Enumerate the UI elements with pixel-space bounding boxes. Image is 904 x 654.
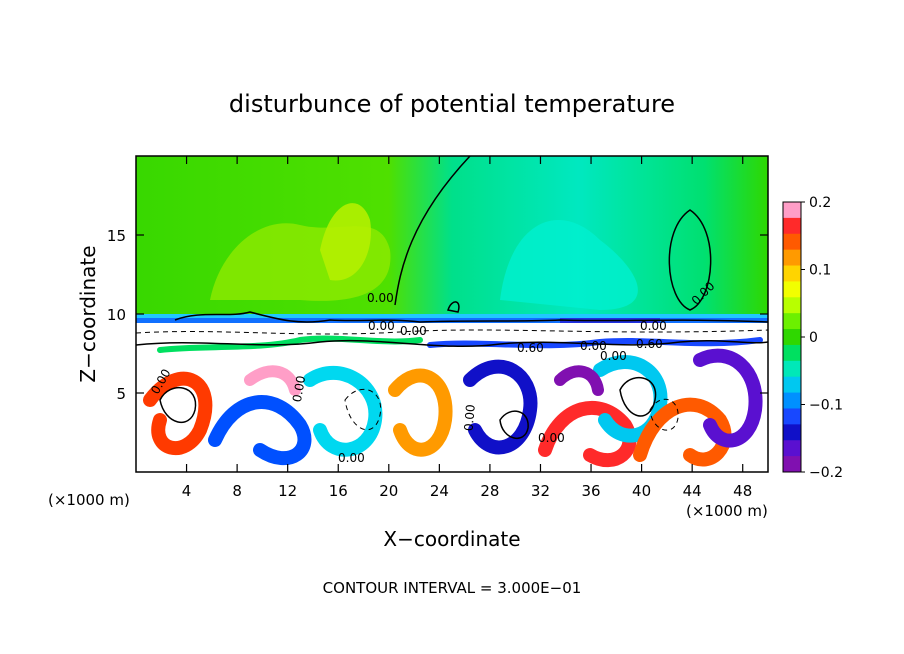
turbulent-eddies: [143, 335, 763, 468]
x-axis: 4 8 12 16 20 24 28 32 36 40 44 48: [182, 156, 752, 500]
colorbar-swatch: [783, 360, 801, 378]
contour-interval: CONTOUR INTERVAL = 3.000E−01: [323, 579, 582, 597]
contour-label: 0.00: [640, 319, 667, 333]
colorbar-swatch: [783, 265, 801, 282]
contour-label: 0.00: [538, 431, 565, 445]
colorbar-swatch: [783, 297, 801, 314]
dashed-contours: [136, 329, 768, 431]
chart-title: disturbunce of potential temperature: [229, 90, 675, 118]
x-unit-left: (×1000 m): [48, 491, 130, 509]
colorbar-tick-label: −0.2: [809, 465, 843, 481]
yellow-patch-center: [320, 203, 371, 281]
x-axis-label: X−coordinate: [383, 527, 520, 551]
y-axis-label: Z−coordinate: [76, 245, 100, 382]
contour-label: 0.60: [636, 337, 663, 351]
colorbar-swatch: [783, 202, 801, 219]
x-tick-label: 48: [733, 482, 752, 500]
contour-lines: [136, 156, 768, 439]
y-tick-label: 10: [107, 306, 126, 324]
colorbar-swatch: [783, 313, 801, 330]
x-tick-label: 16: [329, 482, 348, 500]
contour-label: 0.00: [600, 349, 627, 363]
colorbar-tick-label: 0.2: [809, 195, 831, 211]
contour-label: 0.60: [517, 341, 544, 355]
y-axis: 5 10 15: [107, 227, 768, 403]
contour-label: 0.00: [580, 339, 607, 353]
contour-label: 0.00: [290, 375, 308, 404]
colorbar: [782, 201, 802, 473]
x-tick-label: 8: [232, 482, 242, 500]
contour-label: 0.00: [338, 451, 365, 465]
colorbar-swatch: [783, 217, 801, 235]
colorbar-swatch: [783, 456, 801, 473]
x-tick-label: 32: [531, 482, 550, 500]
contour-label: 0.00: [461, 404, 477, 432]
x-tick-label: 4: [182, 482, 192, 500]
colorbar-swatch: [783, 344, 801, 362]
x-unit-right: (×1000 m): [686, 502, 768, 520]
tropopause-band: [136, 314, 768, 320]
y-tick-label: 15: [107, 227, 126, 245]
x-tick-label: 28: [480, 482, 499, 500]
contour-label: 0.00: [400, 324, 427, 338]
colorbar-swatch: [783, 249, 801, 267]
colorbar-tick-label: 0.1: [809, 263, 831, 279]
colorbar-swatch: [783, 329, 801, 346]
colorbar-tick-label: 0: [809, 330, 818, 346]
plot-area: [136, 156, 768, 472]
colorbar-swatch: [783, 376, 801, 394]
colorbar-ticks: 0.2 0.1 0 −0.1 −0.2: [801, 195, 843, 481]
contour-label: 0.00: [367, 291, 394, 305]
colorbar-swatch: [783, 424, 801, 441]
colorbar-swatch: [783, 392, 801, 409]
colorbar-tick-label: −0.1: [809, 398, 843, 414]
x-tick-label: 12: [278, 482, 297, 500]
colorbar-swatch: [783, 233, 801, 251]
contour-label: 0.00: [368, 319, 395, 333]
colorbar-swatch: [783, 408, 801, 425]
y-tick-label: 5: [116, 385, 126, 403]
x-tick-label: 44: [683, 482, 702, 500]
colorbar-swatch: [783, 281, 801, 298]
x-tick-label: 40: [632, 482, 651, 500]
x-tick-label: 20: [379, 482, 398, 500]
colorbar-swatch: [783, 440, 801, 457]
cyan-patch: [500, 220, 638, 310]
x-tick-label: 24: [430, 482, 449, 500]
x-tick-label: 36: [581, 482, 600, 500]
